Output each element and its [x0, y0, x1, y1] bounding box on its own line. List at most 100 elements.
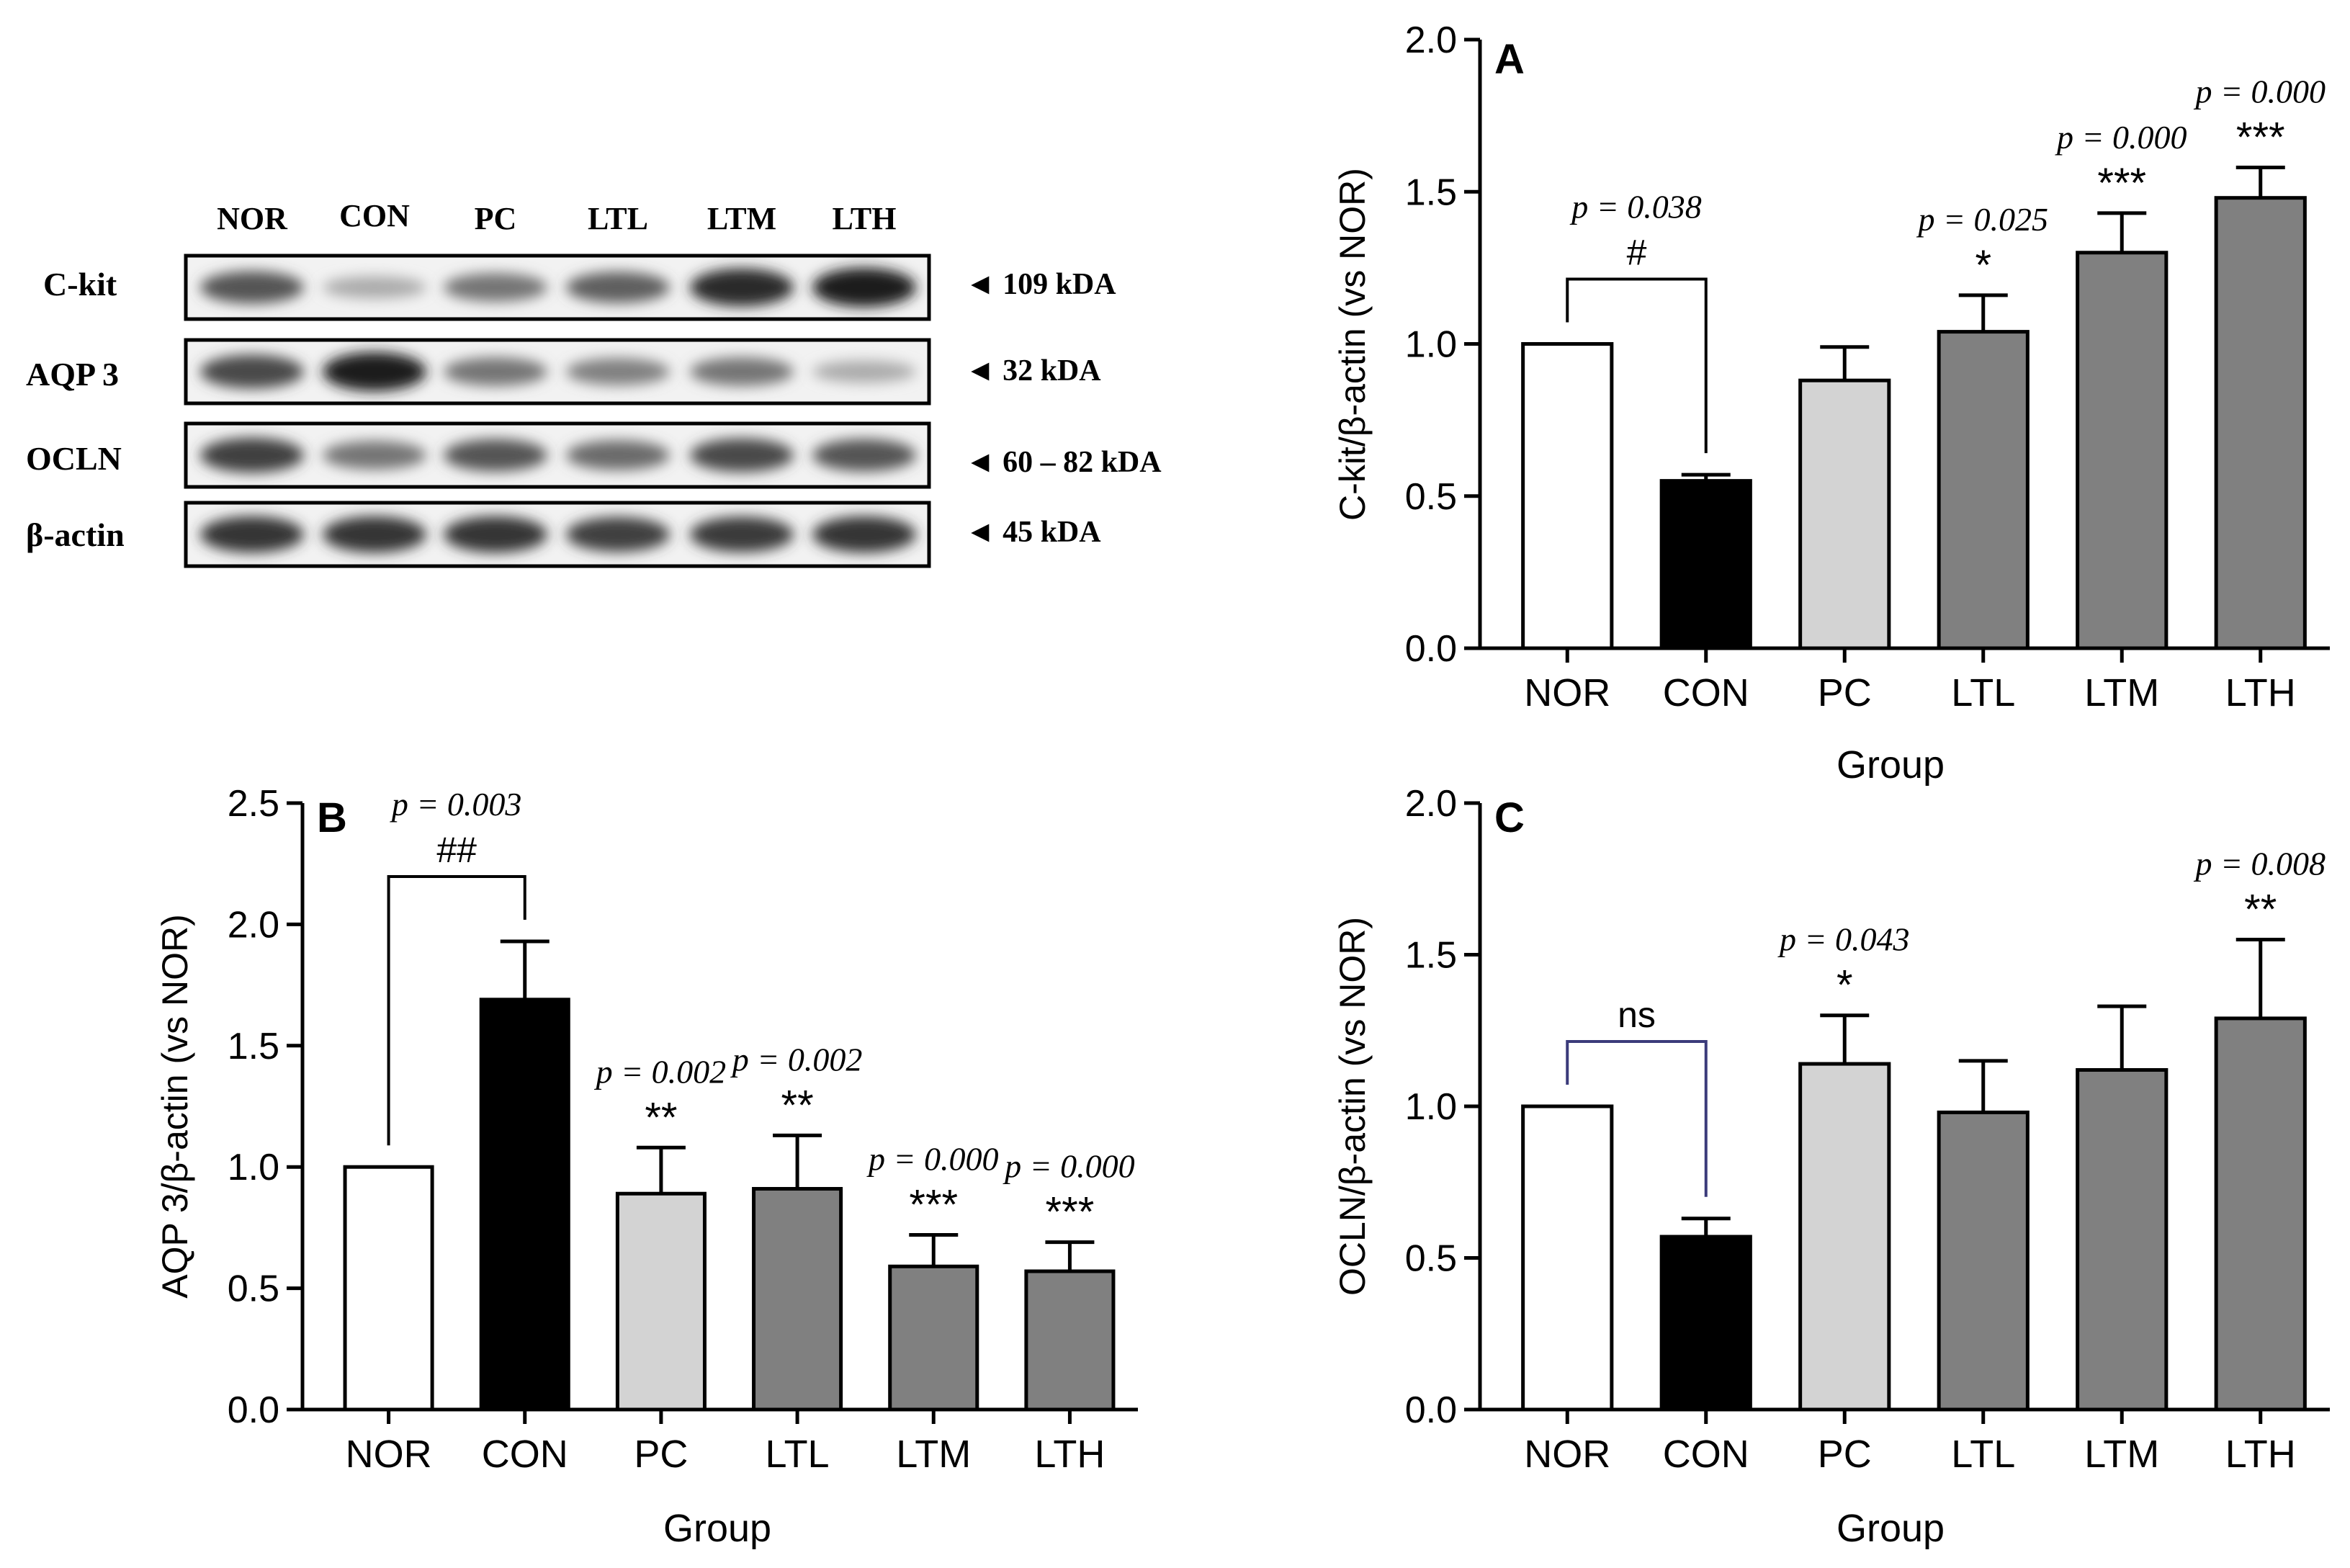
x-tick-label-lth: LTH — [2225, 671, 2296, 714]
lane-label-con: CON — [339, 198, 410, 233]
bracket-p-value: p = 0.038 — [1569, 189, 1702, 225]
x-tick-label-pc: PC — [634, 1433, 688, 1476]
panel-label-a: A — [1494, 36, 1525, 83]
blot-strip-0 — [184, 254, 931, 321]
p-value-label: p = 0.043 — [1777, 921, 1910, 958]
y-tick-label: 2.0 — [1405, 783, 1457, 825]
blot-band — [444, 357, 547, 386]
blot-band — [566, 516, 670, 552]
p-value-label: p = 0.000 — [866, 1141, 999, 1178]
panel-label-c: C — [1494, 794, 1525, 841]
blot-band — [200, 354, 304, 389]
p-value-label: p = 0.002 — [730, 1041, 863, 1078]
chart-panel-b: B AQP 3/β-actin (vs NOR) Group 0.0 0.5 1.0… — [155, 783, 1138, 1550]
y-tick-label: 0.5 — [1405, 1238, 1457, 1280]
x-tick-label-ltm: LTM — [896, 1433, 971, 1476]
significance-stars: *** — [2236, 114, 2285, 161]
blot-strip-1 — [184, 338, 931, 406]
bar-pc — [1798, 1062, 1891, 1412]
y-tick-label: 1.0 — [1405, 324, 1457, 366]
bar-pc — [1798, 378, 1891, 650]
x-axis-label-b: Group — [663, 1507, 771, 1550]
blot-band — [200, 271, 304, 304]
y-axis-label-c: OCLN/β-actin (vs NOR) — [1332, 917, 1373, 1296]
bar-ltm — [2076, 1067, 2169, 1412]
panel-label-b: B — [317, 794, 347, 841]
significance-stars: *** — [909, 1182, 958, 1229]
bracket-p-value: p = 0.003 — [390, 786, 522, 823]
x-tick-label-con: CON — [1663, 671, 1749, 714]
y-tick-label: 1.5 — [1405, 935, 1457, 977]
row-label-aqp3: AQP 3 — [26, 356, 119, 393]
comparison-bracket — [387, 874, 526, 1146]
blot-band — [566, 440, 670, 470]
lane-label-pc: PC — [475, 201, 517, 236]
blot-band — [200, 516, 304, 553]
y-tick-label: 1.5 — [228, 1026, 279, 1067]
size-label-bactin: ◄ 45 kDA — [965, 516, 1101, 549]
p-value-label: p = 0.000 — [1003, 1148, 1135, 1185]
y-tick-label: 0.0 — [228, 1389, 279, 1431]
y-tick-label: 0.5 — [1405, 476, 1457, 518]
row-label-bactin: β-actin — [26, 516, 125, 553]
bar-nor — [343, 1165, 434, 1412]
p-value-label: p = 0.025 — [1916, 201, 2048, 238]
significance-stars: ** — [781, 1082, 814, 1129]
blot-band — [200, 437, 304, 473]
bar-ltl — [752, 1187, 843, 1412]
blot-band — [812, 360, 916, 383]
bar-lth — [1024, 1269, 1116, 1412]
y-tick-label: 1.0 — [1405, 1086, 1457, 1128]
significance-stars: * — [1975, 242, 1991, 289]
y-tick-label: 2.0 — [228, 904, 279, 946]
p-value-label: p = 0.008 — [2193, 845, 2326, 882]
bracket-label: ## — [436, 830, 477, 870]
blot-band — [444, 516, 547, 553]
significance-stars: * — [1837, 962, 1853, 1009]
row-label-ckit: C-kit — [43, 266, 117, 303]
blot-band — [812, 516, 916, 553]
y-tick-label: 0.5 — [228, 1268, 279, 1310]
blot-band — [690, 438, 794, 472]
p-value-label: p = 0.002 — [594, 1053, 727, 1090]
bar-con — [1659, 1235, 1752, 1412]
significance-stars: ** — [645, 1094, 677, 1141]
x-tick-label-nor: NOR — [1524, 671, 1610, 714]
y-tick-label: 1.5 — [1405, 171, 1457, 213]
blot-band — [323, 441, 426, 470]
blot-strip-2 — [184, 421, 931, 489]
y-tick-label: 2.0 — [1405, 19, 1457, 61]
x-tick-label-lth: LTH — [1034, 1433, 1105, 1476]
bar-con — [1659, 479, 1752, 650]
p-value-label: p = 0.000 — [2055, 119, 2187, 156]
bar-nor — [1521, 342, 1614, 650]
y-tick-label: 1.0 — [228, 1147, 279, 1188]
size-label-aqp3: ◄ 32 kDA — [965, 354, 1101, 387]
blot-band — [323, 516, 426, 553]
blot-band — [444, 439, 547, 472]
blot-band — [690, 357, 794, 386]
y-axis-label-a: C-kit/β-actin (vs NOR) — [1332, 168, 1373, 521]
lane-label-ltl: LTL — [588, 201, 648, 236]
bar-ltl — [1937, 330, 2030, 650]
comparison-bracket — [1566, 1040, 1708, 1197]
y-tick-label: 0.0 — [1405, 1389, 1457, 1431]
lane-label-nor: NOR — [217, 201, 288, 236]
x-tick-label-ltm: LTM — [2084, 1433, 2159, 1476]
x-tick-label-ltm: LTM — [2084, 671, 2159, 714]
blot-band — [690, 516, 794, 552]
row-label-ocln: OCLN — [26, 440, 122, 477]
x-tick-label-con: CON — [1663, 1433, 1749, 1476]
x-tick-label-nor: NOR — [1524, 1433, 1610, 1476]
blot-band — [323, 351, 426, 392]
x-tick-label-ltl: LTL — [766, 1433, 830, 1476]
y-tick-label: 0.0 — [1405, 628, 1457, 670]
bar-ltl — [1937, 1110, 2030, 1412]
western-blot: NOR CON PC LTL LTM LTH C-kit AQP 3 OCLN … — [26, 198, 1162, 568]
bar-con — [479, 998, 570, 1412]
bar-lth — [2214, 196, 2307, 650]
blot-band — [566, 358, 670, 385]
bar-ltm — [2076, 251, 2169, 650]
x-tick-label-pc: PC — [1818, 1433, 1872, 1476]
bar-nor — [1521, 1104, 1614, 1412]
